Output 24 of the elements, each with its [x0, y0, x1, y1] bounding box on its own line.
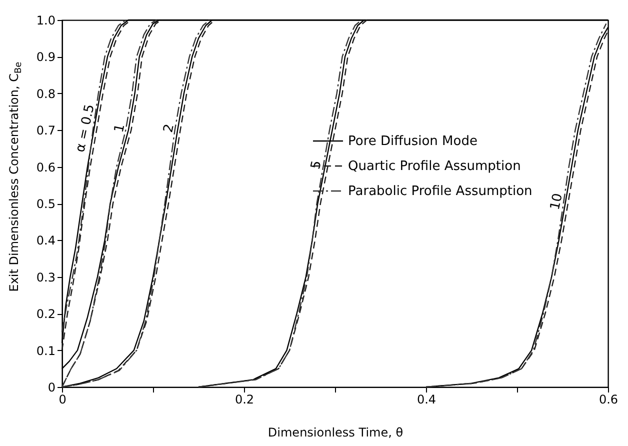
- legend-label: Pore Diffusion Mode: [348, 134, 478, 149]
- y-axis-title: Exit Dimensionless Concentration, CBe: [7, 61, 24, 292]
- x-tick-label: 0.2: [234, 392, 254, 406]
- annotation: α = 0.5: [73, 103, 98, 154]
- annotation: 10: [548, 192, 566, 212]
- y-tick-label: 0.5: [36, 197, 56, 211]
- x-axis-title: Dimensionless Time, θ: [268, 426, 404, 440]
- y-tick-label: 0.4: [36, 234, 56, 248]
- annotation: 2: [161, 122, 178, 134]
- y-tick-label: 0.1: [36, 344, 56, 358]
- y-tick-label: 0.8: [36, 86, 56, 101]
- y-tick-label: 0.2: [36, 307, 56, 322]
- y-tick-label: 0: [48, 380, 56, 394]
- y-tick-label: 1.0: [36, 14, 56, 28]
- x-tick-label: 0.4: [416, 392, 436, 406]
- y-tick-label: 0.3: [36, 270, 56, 284]
- y-tick-label: 0.9: [36, 50, 56, 64]
- legend-label: Quartic Profile Assumption: [348, 159, 521, 174]
- y-tick-label: 0.7: [36, 124, 56, 138]
- y-tick-label: 0.6: [36, 160, 56, 174]
- x-tick-label: 0.6: [598, 392, 618, 406]
- x-tick-label: 0: [58, 392, 66, 406]
- legend-label: Parabolic Profile Assumption: [348, 184, 532, 199]
- annotation: 1: [112, 122, 128, 134]
